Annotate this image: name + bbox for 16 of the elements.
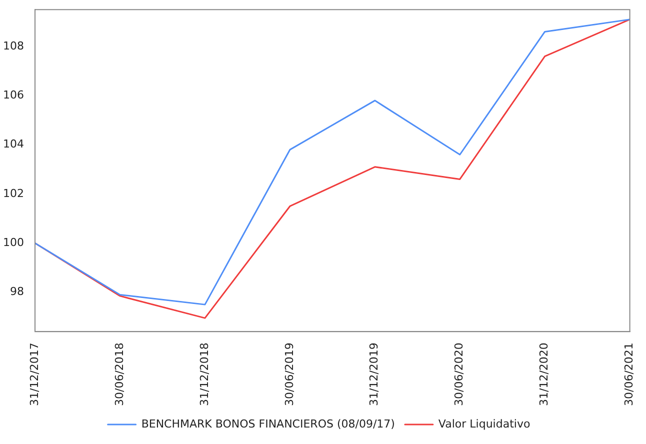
y-tick-label: 102 [2,186,24,200]
y-tick-label: 108 [2,39,24,52]
x-tick-label: 31/12/2017 [28,342,41,406]
y-tick-label: 106 [2,88,24,102]
x-tick-label: 30/06/2019 [282,342,296,406]
legend-label: Valor Liquidativo [438,417,530,430]
legend-label: BENCHMARK BONOS FINANCIEROS (08/09/17) [141,417,395,430]
y-tick-label: 98 [10,285,24,298]
x-tick-label: 31/12/2020 [538,342,551,406]
y-tick-label: 104 [2,138,24,151]
y-tick-label: 100 [2,236,24,249]
x-tick-label: 30/06/2020 [452,342,466,406]
x-tick-label: 31/12/2018 [198,342,211,406]
x-tick-label: 30/06/2018 [112,342,126,406]
x-tick-label: 31/12/2019 [368,342,381,406]
x-tick-label: 30/06/2021 [622,342,636,406]
